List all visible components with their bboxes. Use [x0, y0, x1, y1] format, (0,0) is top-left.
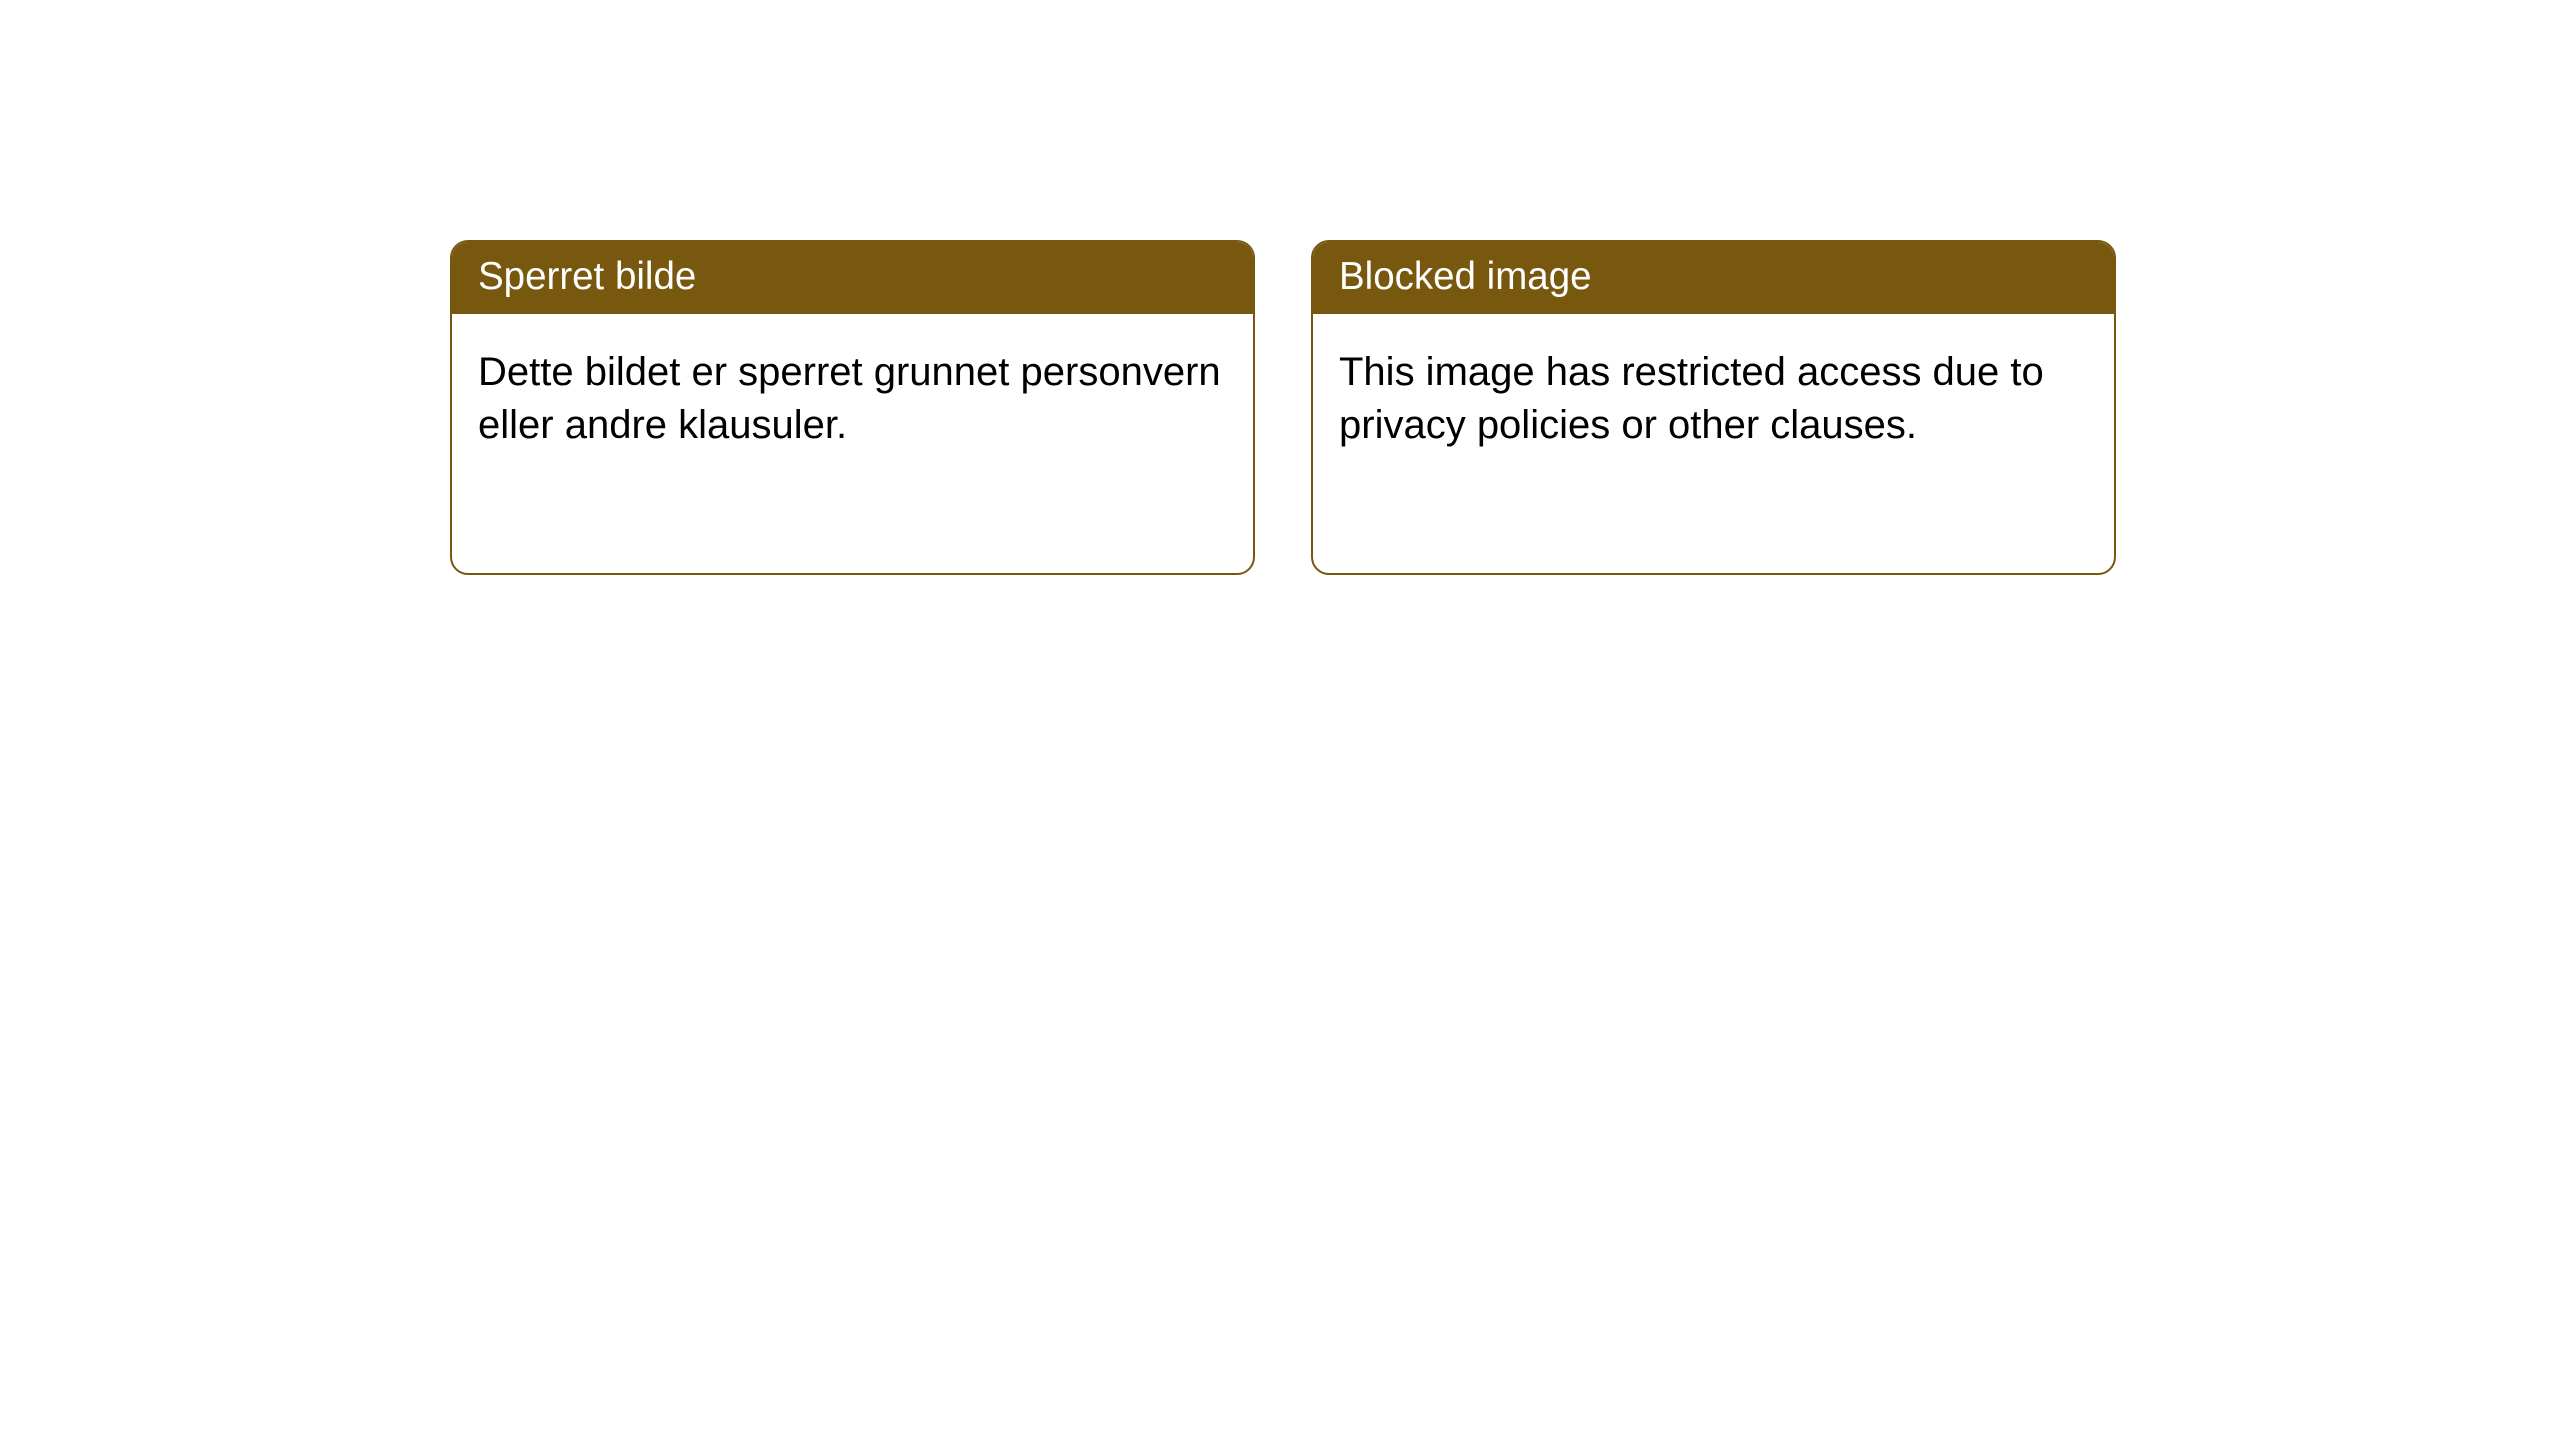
- card-body-text: This image has restricted access due to …: [1339, 350, 2044, 447]
- card-title: Blocked image: [1339, 255, 1592, 298]
- cards-container: Sperret bilde Dette bildet er sperret gr…: [0, 0, 2560, 575]
- card-title: Sperret bilde: [478, 255, 696, 298]
- card-body: This image has restricted access due to …: [1313, 314, 2114, 484]
- blocked-image-card-norwegian: Sperret bilde Dette bildet er sperret gr…: [450, 240, 1255, 575]
- card-body-text: Dette bildet er sperret grunnet personve…: [478, 350, 1221, 447]
- blocked-image-card-english: Blocked image This image has restricted …: [1311, 240, 2116, 575]
- card-body: Dette bildet er sperret grunnet personve…: [452, 314, 1253, 484]
- card-header: Sperret bilde: [452, 242, 1253, 314]
- card-header: Blocked image: [1313, 242, 2114, 314]
